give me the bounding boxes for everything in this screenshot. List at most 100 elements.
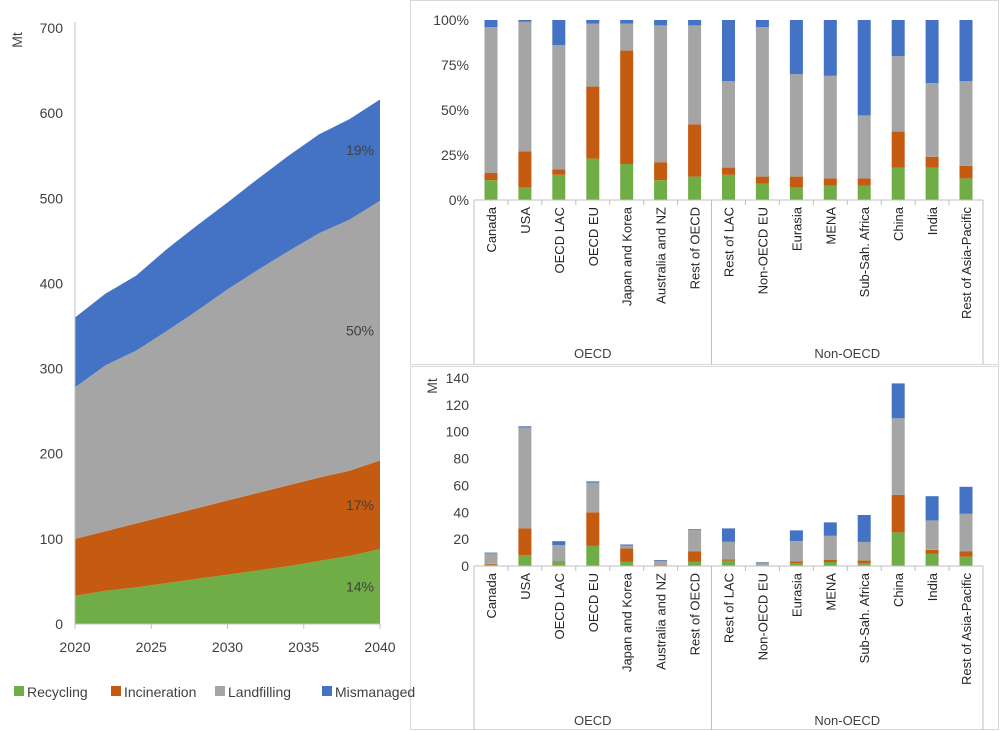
pct-category-label: MENA — [823, 207, 838, 245]
pct-bar-oecd-eu-incineration — [586, 86, 600, 159]
pct-bar-sub-sah-africa-mismanaged — [857, 20, 871, 116]
pct-bar-rest-of-lac-landfilling — [722, 81, 735, 168]
abs-bar-non-oecd-eu-landfilling — [755, 562, 769, 566]
pct-bar-mena-landfilling — [823, 75, 837, 179]
pct-category-label: Eurasia — [789, 206, 804, 251]
abs-bar-mena-mismanaged — [823, 522, 837, 536]
abs-bar-mena-landfilling — [823, 535, 837, 560]
abs-category-label: Rest of OECD — [688, 573, 703, 655]
pct-bar-oecd-eu-mismanaged — [586, 20, 600, 24]
pct-bar-non-oecd-eu-mismanaged — [755, 20, 769, 28]
abs-y-tick-label: 40 — [453, 504, 469, 520]
pct-y-tick-label: 75% — [441, 57, 469, 73]
pct-bar-canada-incineration — [484, 173, 498, 181]
abs-bar-usa-recycling — [518, 555, 532, 566]
pct-bar-usa-mismanaged — [518, 20, 532, 22]
area-y-tick-label: 500 — [40, 190, 64, 206]
area-chart: 0 100 200 300 400 500 600 700 2020 2025 2030 2035 20… — [9, 20, 415, 700]
abs-bar-australia-and-nz-incineration — [654, 564, 668, 566]
abs-bar-usa-landfilling — [518, 427, 532, 529]
area-y-tick-label: 200 — [40, 446, 64, 462]
pct-bar-usa-incineration — [518, 151, 532, 188]
abs-bar-oecd-lac-landfilling — [552, 545, 566, 562]
pct-category-label: Rest of OECD — [688, 207, 703, 289]
pct-category-label: OECD LAC — [552, 207, 567, 273]
pct-bar-india-incineration — [925, 156, 939, 168]
abs-category-label: OECD EU — [586, 573, 601, 632]
pct-bar-non-oecd-eu-recycling — [755, 183, 769, 200]
pct-category-label: Australia and NZ — [654, 207, 669, 304]
pct-category-label: OECD EU — [586, 207, 601, 266]
abs-bar-japan-and-korea-incineration — [620, 548, 634, 562]
area-share-label-landfilling: 50% — [346, 323, 374, 339]
pct-bar-rest-of-lac-incineration — [722, 167, 735, 175]
pct-bar-eurasia-recycling — [789, 187, 803, 200]
pct-bar-eurasia-landfilling — [789, 74, 803, 177]
abs-category-label: Non-OECD EU — [755, 573, 770, 660]
pct-y-tick-label: 25% — [441, 147, 469, 163]
abs-category-label: India — [925, 572, 940, 601]
abs-bar-oecd-lac-mismanaged — [552, 541, 566, 546]
abs-category-label: Rest of LAC — [722, 573, 737, 643]
pct-bar-rest-of-asia-pacific-incineration — [959, 165, 973, 179]
abs-category-label: MENA — [823, 573, 838, 611]
abs-bar-australia-and-nz-mismanaged — [654, 560, 668, 561]
abs-bar-rest-of-asia-pacific-recycling — [959, 556, 973, 566]
pct-bar-india-mismanaged — [925, 20, 939, 83]
area-y-tick-label: 700 — [40, 20, 64, 36]
pct-bar-rest-of-lac-mismanaged — [722, 20, 735, 82]
abs-bar-china-landfilling — [891, 418, 905, 495]
abs-bar-canada-recycling — [484, 564, 498, 566]
pct-bar-sub-sah-africa-incineration — [857, 178, 871, 186]
pct-category-label: Japan and Korea — [620, 206, 635, 306]
abs-bar-sub-sah-africa-recycling — [857, 563, 871, 566]
bottom-panel-border — [410, 366, 999, 730]
abs-y-tick-label: 80 — [453, 451, 469, 467]
abs-bar-canada-incineration — [484, 564, 498, 565]
abs-bar-japan-and-korea-recycling — [620, 562, 634, 566]
abs-bar-rest-of-oecd-mismanaged — [688, 529, 702, 530]
pct-bar-china-recycling — [891, 167, 905, 200]
abs-bar-oecd-eu-incineration — [586, 512, 600, 546]
area-recycling — [75, 549, 380, 624]
area-x-tick-label: 2030 — [212, 639, 243, 655]
pct-bar-rest-of-asia-pacific-landfilling — [959, 81, 973, 166]
area-share-label-mismanaged: 19% — [346, 142, 374, 158]
abs-group-label-oecd: OECD — [574, 713, 612, 728]
pct-bar-china-incineration — [891, 131, 905, 168]
legend-swatch-incineration — [111, 686, 121, 696]
area-y-tick-label: 400 — [40, 275, 64, 291]
pct-y-tick-label: 50% — [441, 102, 469, 118]
area-x-tick-label: 2025 — [136, 639, 167, 655]
abs-category-label: Eurasia — [789, 572, 804, 617]
pct-bar-japan-and-korea-mismanaged — [620, 20, 634, 24]
pct-bar-rest-of-lac-recycling — [722, 174, 735, 200]
pct-bar-eurasia-mismanaged — [789, 20, 803, 74]
pct-bar-oecd-lac-incineration — [552, 169, 566, 175]
area-y-axis-title: Mt — [9, 32, 25, 48]
abs-bar-mena-recycling — [823, 562, 837, 566]
pct-category-label: Sub-Sah. Africa — [857, 206, 872, 297]
abs-category-label: China — [891, 572, 906, 607]
abs-bar-india-incineration — [925, 549, 939, 554]
pct-bar-rest-of-oecd-landfilling — [688, 25, 702, 125]
abs-y-tick-label: 140 — [446, 370, 470, 386]
pct-y-tick-label: 0% — [449, 192, 469, 208]
abs-bar-sub-sah-africa-landfilling — [857, 541, 871, 561]
abs-bar-rest-of-asia-pacific-landfilling — [959, 513, 973, 552]
abs-bar-eurasia-mismanaged — [789, 530, 803, 542]
area-x-tick-label: 2035 — [288, 639, 319, 655]
abs-bar-japan-and-korea-mismanaged — [620, 544, 634, 546]
pct-bar-australia-and-nz-recycling — [654, 180, 668, 200]
abs-bar-rest-of-lac-mismanaged — [722, 528, 735, 542]
area-y-tick-label: 600 — [40, 105, 64, 121]
abs-bar-eurasia-landfilling — [789, 541, 803, 562]
abs-y-tick-label: 60 — [453, 477, 469, 493]
abs-category-label: Australia and NZ — [654, 573, 669, 670]
pct-bar-mena-incineration — [823, 178, 837, 186]
pct-y-tick-label: 100% — [433, 12, 469, 28]
abs-bar-mena-incineration — [823, 560, 837, 562]
abs-category-label: Rest of Asia-Pacific — [959, 573, 974, 685]
pct-bar-japan-and-korea-recycling — [620, 164, 634, 200]
